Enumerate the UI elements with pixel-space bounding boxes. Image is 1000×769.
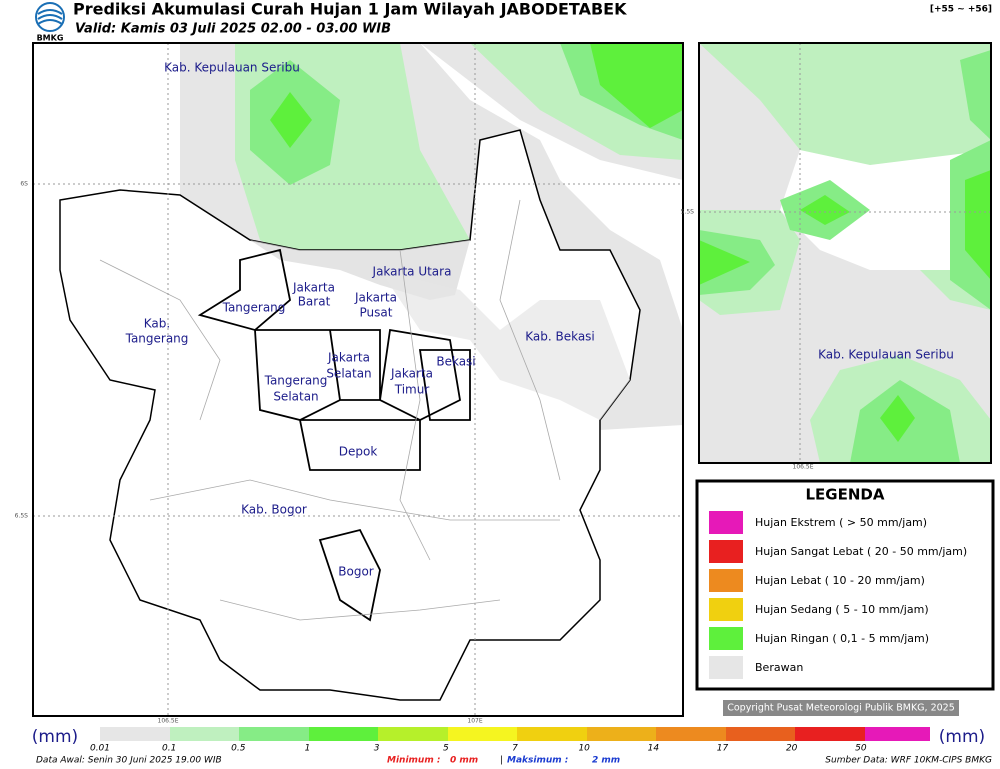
colorbar-label: 17	[717, 744, 729, 754]
run-code: [+55 ~ +56]	[930, 5, 992, 15]
unit-label: (mm)	[939, 727, 985, 747]
copyright: Copyright Pusat Meteorologi Publik BMKG,…	[727, 703, 955, 714]
region-label: Bogor	[338, 565, 374, 579]
colorbar-label: 20	[786, 744, 798, 754]
colorbar-label: 1	[305, 744, 311, 754]
colorbar-label: 0.5	[231, 744, 246, 754]
separator: |	[500, 756, 503, 766]
lon-label: 107E	[467, 718, 482, 725]
legend-item: Hujan Sangat Lebat ( 20 - 50 mm/jam)	[755, 545, 967, 558]
source: Sumber Data: WRF 10KM-CIPS BMKG	[825, 756, 992, 766]
colorbar-label: 10	[578, 744, 590, 754]
region-label: Kab. Kepulauan Seribu	[818, 348, 954, 362]
title: Prediksi Akumulasi Curah Hujan 1 Jam Wil…	[73, 0, 627, 19]
legend-item: Hujan Ringan ( 0,1 - 5 mm/jam)	[755, 632, 929, 645]
inset-map	[698, 42, 992, 464]
lon-label: 106.5E	[158, 718, 179, 725]
copyright-box	[723, 700, 959, 716]
region-label: Jakarta	[390, 367, 433, 381]
legend-title: LEGENDA	[806, 486, 885, 504]
region-label: Kab.	[144, 317, 170, 331]
legend-item: Hujan Ekstrem ( > 50 mm/jam)	[755, 516, 927, 529]
legend-item: Berawan	[755, 661, 803, 674]
region-label: Depok	[339, 445, 378, 459]
min-label: Minimum :	[387, 756, 440, 766]
lat-label: 6S	[20, 181, 28, 188]
colorbar-label: 5	[443, 744, 449, 754]
colorbar-label: 7	[512, 744, 518, 754]
legend-item: Hujan Sedang ( 5 - 10 mm/jam)	[755, 603, 929, 616]
colorbar-label: 50	[855, 744, 867, 754]
valid: Valid: Kamis 03 Juli 2025 02.00 - 03.00 …	[75, 22, 391, 37]
unit-label: (mm)	[32, 727, 78, 747]
region-label: Jakarta	[354, 291, 397, 305]
region-label: Pusat	[360, 306, 393, 320]
main-map	[32, 42, 684, 717]
region-label: Timur	[394, 383, 430, 397]
legend-item: Hujan Lebat ( 10 - 20 mm/jam)	[755, 574, 925, 587]
region-label: Kab. Bogor	[241, 503, 307, 517]
min-value: 0 mm	[450, 756, 478, 766]
region-label: Jakarta	[327, 351, 370, 365]
colorbar-label: 3	[374, 744, 380, 754]
region-label: Selatan	[273, 390, 318, 404]
colorbar-label: 0.01	[90, 744, 110, 754]
lat-label: 6.5S	[15, 513, 29, 520]
region-labels: Kab. Kepulauan Seribu Jakarta Utara Jaka…	[125, 61, 595, 579]
max-label: Maksimum :	[507, 756, 568, 766]
region-label: Kab. Bekasi	[525, 330, 595, 344]
logo-text: BMKG	[37, 34, 64, 43]
logo: BMKG	[35, 2, 65, 43]
colorbar	[100, 727, 930, 741]
lon-label: 106.5E	[793, 464, 814, 471]
region-label: Tangerang	[264, 374, 328, 388]
region-label: Jakarta	[292, 281, 335, 295]
region-label: Jakarta Utara	[372, 265, 452, 279]
data-awal: Data Awal: Senin 30 Juni 2025 19.00 WIB	[36, 756, 222, 766]
region-label: Barat	[298, 295, 331, 309]
region-label: Selatan	[326, 367, 371, 381]
legend: LEGENDA Hujan Ekstrem ( > 50 mm/jam) Huj…	[695, 479, 995, 691]
region-label: Bekasi	[436, 355, 475, 369]
colorbar-label: 0.1	[162, 744, 176, 754]
lat-label: 5.5S	[681, 209, 695, 216]
region-label: Kab. Kepulauan Seribu	[164, 61, 300, 75]
colorbar-labels: 0.01 0.1 0.5 1 3 5 7 10 14 17 20 50	[90, 744, 867, 754]
colorbar-label: 14	[648, 744, 660, 754]
region-label: Tangerang	[222, 301, 286, 315]
region-label: Tangerang	[125, 332, 189, 346]
max-value: 2 mm	[592, 756, 620, 766]
